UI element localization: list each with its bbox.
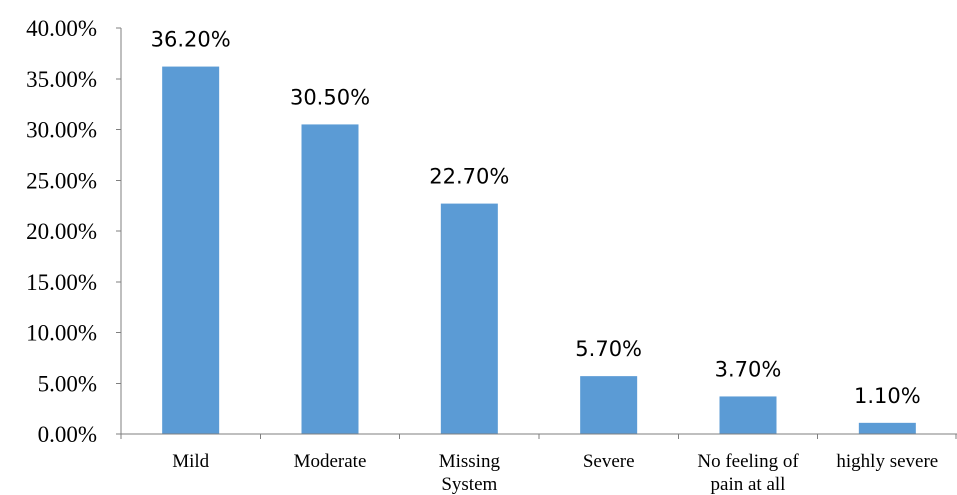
x-tick-label-line: No feeling of bbox=[697, 451, 799, 472]
y-tick-label: 30.00% bbox=[26, 118, 97, 143]
y-tick-label: 40.00% bbox=[26, 16, 97, 41]
bar bbox=[301, 124, 359, 435]
bar bbox=[580, 376, 638, 434]
bar bbox=[858, 422, 916, 434]
x-axis: Mild Moderate Missing System Severe No feelin… bbox=[120, 433, 957, 495]
data-label: 22.70% bbox=[429, 165, 509, 189]
data-label: 3.70% bbox=[715, 357, 782, 381]
x-tick-label-line: Missing bbox=[439, 451, 501, 472]
x-tick-label: highly severe bbox=[836, 451, 938, 472]
y-tick-label: 0.00% bbox=[38, 422, 97, 447]
x-tick-label-line: Severe bbox=[583, 451, 635, 472]
data-label: 30.50% bbox=[290, 85, 370, 109]
bar bbox=[719, 396, 777, 434]
x-tick-label-line: Moderate bbox=[294, 451, 367, 472]
x-tick-label: No feeling of pain at all bbox=[697, 451, 799, 495]
x-tick-label-line: Mild bbox=[172, 451, 209, 472]
y-tick-label: 15.00% bbox=[26, 270, 97, 295]
data-label: 1.10% bbox=[854, 384, 921, 408]
y-axis: 0.00% 5.00% 10.00% 15.00% 20.00% 25.00% 30.00%… bbox=[26, 16, 122, 447]
bars-group bbox=[162, 66, 916, 435]
x-tick-label: Mild bbox=[172, 451, 209, 472]
x-tick-label: Moderate bbox=[294, 451, 367, 472]
bar bbox=[440, 203, 498, 434]
y-tick-label: 25.00% bbox=[26, 168, 97, 193]
x-tick-label-line: System bbox=[441, 474, 497, 495]
data-label: 5.70% bbox=[575, 337, 642, 361]
data-label: 36.20% bbox=[151, 28, 231, 52]
y-tick-label: 10.00% bbox=[26, 321, 97, 346]
y-tick-label: 20.00% bbox=[26, 219, 97, 244]
x-tick-label-line: pain at all bbox=[711, 474, 786, 495]
x-tick-label-line: highly severe bbox=[836, 451, 938, 472]
data-labels-group: 36.20% 30.50% 22.70% 5.70% 3.70% 1.10% bbox=[151, 28, 921, 408]
bar bbox=[162, 66, 220, 434]
x-tick-label: Severe bbox=[583, 451, 635, 472]
x-tick-label: Missing System bbox=[439, 451, 501, 495]
y-tick-label: 35.00% bbox=[26, 67, 97, 92]
y-tick-label: 5.00% bbox=[38, 371, 97, 396]
